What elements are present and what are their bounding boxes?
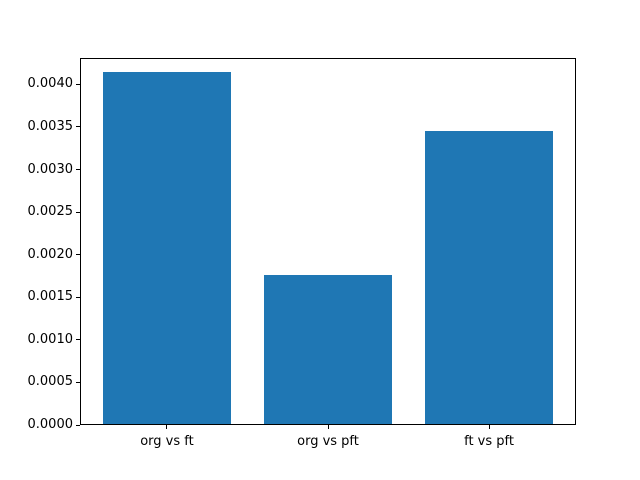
y-tick-label: 0.0000	[27, 417, 74, 432]
bar-org-vs-pft	[263, 275, 393, 424]
y-tick-mark	[76, 126, 80, 128]
bar-ft-vs-pft	[424, 131, 554, 424]
y-tick-mark	[76, 296, 80, 298]
y-tick-mark	[76, 381, 80, 383]
y-tick-label: 0.0030	[27, 161, 74, 177]
y-tick-label: 0.0010	[27, 331, 74, 347]
x-tick-label: ft vs pft	[464, 434, 514, 449]
y-tick-mark	[76, 339, 80, 341]
bar-org-vs-ft	[102, 72, 232, 424]
y-tick-mark	[76, 169, 80, 171]
y-tick-label: 0.0025	[27, 204, 74, 220]
y-tick-mark	[76, 254, 80, 256]
x-tick-mark	[488, 425, 490, 429]
x-tick-mark	[166, 425, 168, 429]
y-tick-label: 0.0015	[27, 289, 74, 305]
y-tick-label: 0.0035	[27, 118, 74, 134]
y-tick-mark	[76, 83, 80, 85]
y-tick-mark	[76, 211, 80, 213]
plot-area	[80, 58, 576, 425]
y-tick-label: 0.0040	[27, 76, 74, 92]
y-tick-mark	[76, 424, 80, 426]
x-tick-mark	[327, 425, 329, 429]
y-tick-label: 0.0020	[27, 246, 74, 262]
y-tick-label: 0.0005	[27, 374, 74, 390]
x-tick-label: org vs pft	[297, 434, 359, 449]
x-tick-label: org vs ft	[140, 434, 194, 449]
